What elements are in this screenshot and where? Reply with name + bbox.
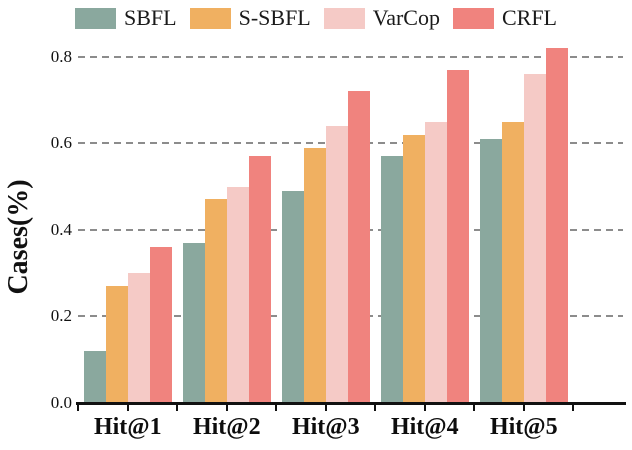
ytick-label-0.4: 0.4	[50, 219, 72, 239]
x-axis-tick	[176, 405, 179, 411]
x-axis-tick	[225, 405, 228, 411]
bar-s-sbfl-hit-1	[105, 286, 128, 403]
legend-label-varcop: VarCop	[372, 5, 440, 30]
legend-label-s-sbfl: S-SBFL	[238, 5, 311, 30]
xtick-label-hit-2: Hit@2	[192, 414, 261, 440]
legend-item-varcop: VarCop	[323, 5, 440, 30]
bar-varcop-hit-3	[325, 125, 348, 403]
x-axis-tick	[126, 405, 129, 411]
legend-label-sbfl: SBFL	[124, 5, 177, 30]
bar-s-sbfl-hit-2	[204, 199, 227, 403]
xtick-label-hit-4: Hit@4	[390, 414, 459, 440]
bar-crfl-hit-4	[446, 69, 469, 403]
xtick-label-hit-3: Hit@3	[291, 414, 360, 440]
legend-item-crfl: CRFL	[452, 5, 557, 30]
x-axis-line	[76, 402, 626, 405]
bar-crfl-hit-2	[248, 156, 271, 403]
gridline-0.8	[78, 55, 623, 58]
bar-s-sbfl-hit-5	[501, 121, 524, 403]
bar-sbfl-hit-5	[479, 138, 502, 403]
xtick-label-hit-1: Hit@1	[93, 414, 162, 440]
x-axis-tick	[275, 405, 278, 411]
legend-label-crfl: CRFL	[501, 5, 557, 30]
bar-crfl-hit-1	[149, 247, 172, 403]
x-axis-tick	[572, 405, 575, 411]
bar-varcop-hit-1	[127, 273, 150, 403]
x-axis-tick	[374, 405, 377, 411]
legend-swatch-varcop	[323, 7, 365, 29]
legend-item-s-sbfl: S-SBFL	[189, 5, 311, 30]
x-axis-tick	[522, 405, 525, 411]
bar-sbfl-hit-3	[281, 190, 304, 403]
bar-crfl-hit-3	[347, 91, 370, 403]
bar-sbfl-hit-2	[182, 242, 205, 403]
xtick-label-hit-5: Hit@5	[489, 414, 558, 440]
bar-varcop-hit-4	[424, 121, 447, 403]
legend-swatch-crfl	[452, 7, 494, 29]
bar-crfl-hit-5	[545, 47, 568, 403]
x-axis-tick	[77, 405, 80, 411]
x-axis-tick	[324, 405, 327, 411]
x-axis-tick	[423, 405, 426, 411]
ytick-label-0.6: 0.6	[50, 133, 72, 153]
ytick-label-0.2: 0.2	[50, 306, 72, 326]
legend-swatch-s-sbfl	[189, 7, 231, 29]
legend-swatch-sbfl	[75, 7, 116, 29]
legend-item-sbfl: SBFL	[75, 7, 177, 29]
bar-varcop-hit-5	[523, 73, 546, 403]
bar-s-sbfl-hit-3	[303, 147, 326, 403]
ytick-label-0.0: 0.0	[50, 393, 72, 412]
bar-s-sbfl-hit-4	[402, 134, 425, 403]
legend: SBFL S-SBFL VarCop CRFL	[0, 4, 632, 32]
x-axis-tick	[473, 405, 476, 411]
bar-sbfl-hit-1	[83, 351, 106, 403]
bar-varcop-hit-2	[226, 186, 249, 403]
ytick-label-0.8: 0.8	[50, 46, 72, 66]
bar-sbfl-hit-4	[380, 156, 403, 403]
